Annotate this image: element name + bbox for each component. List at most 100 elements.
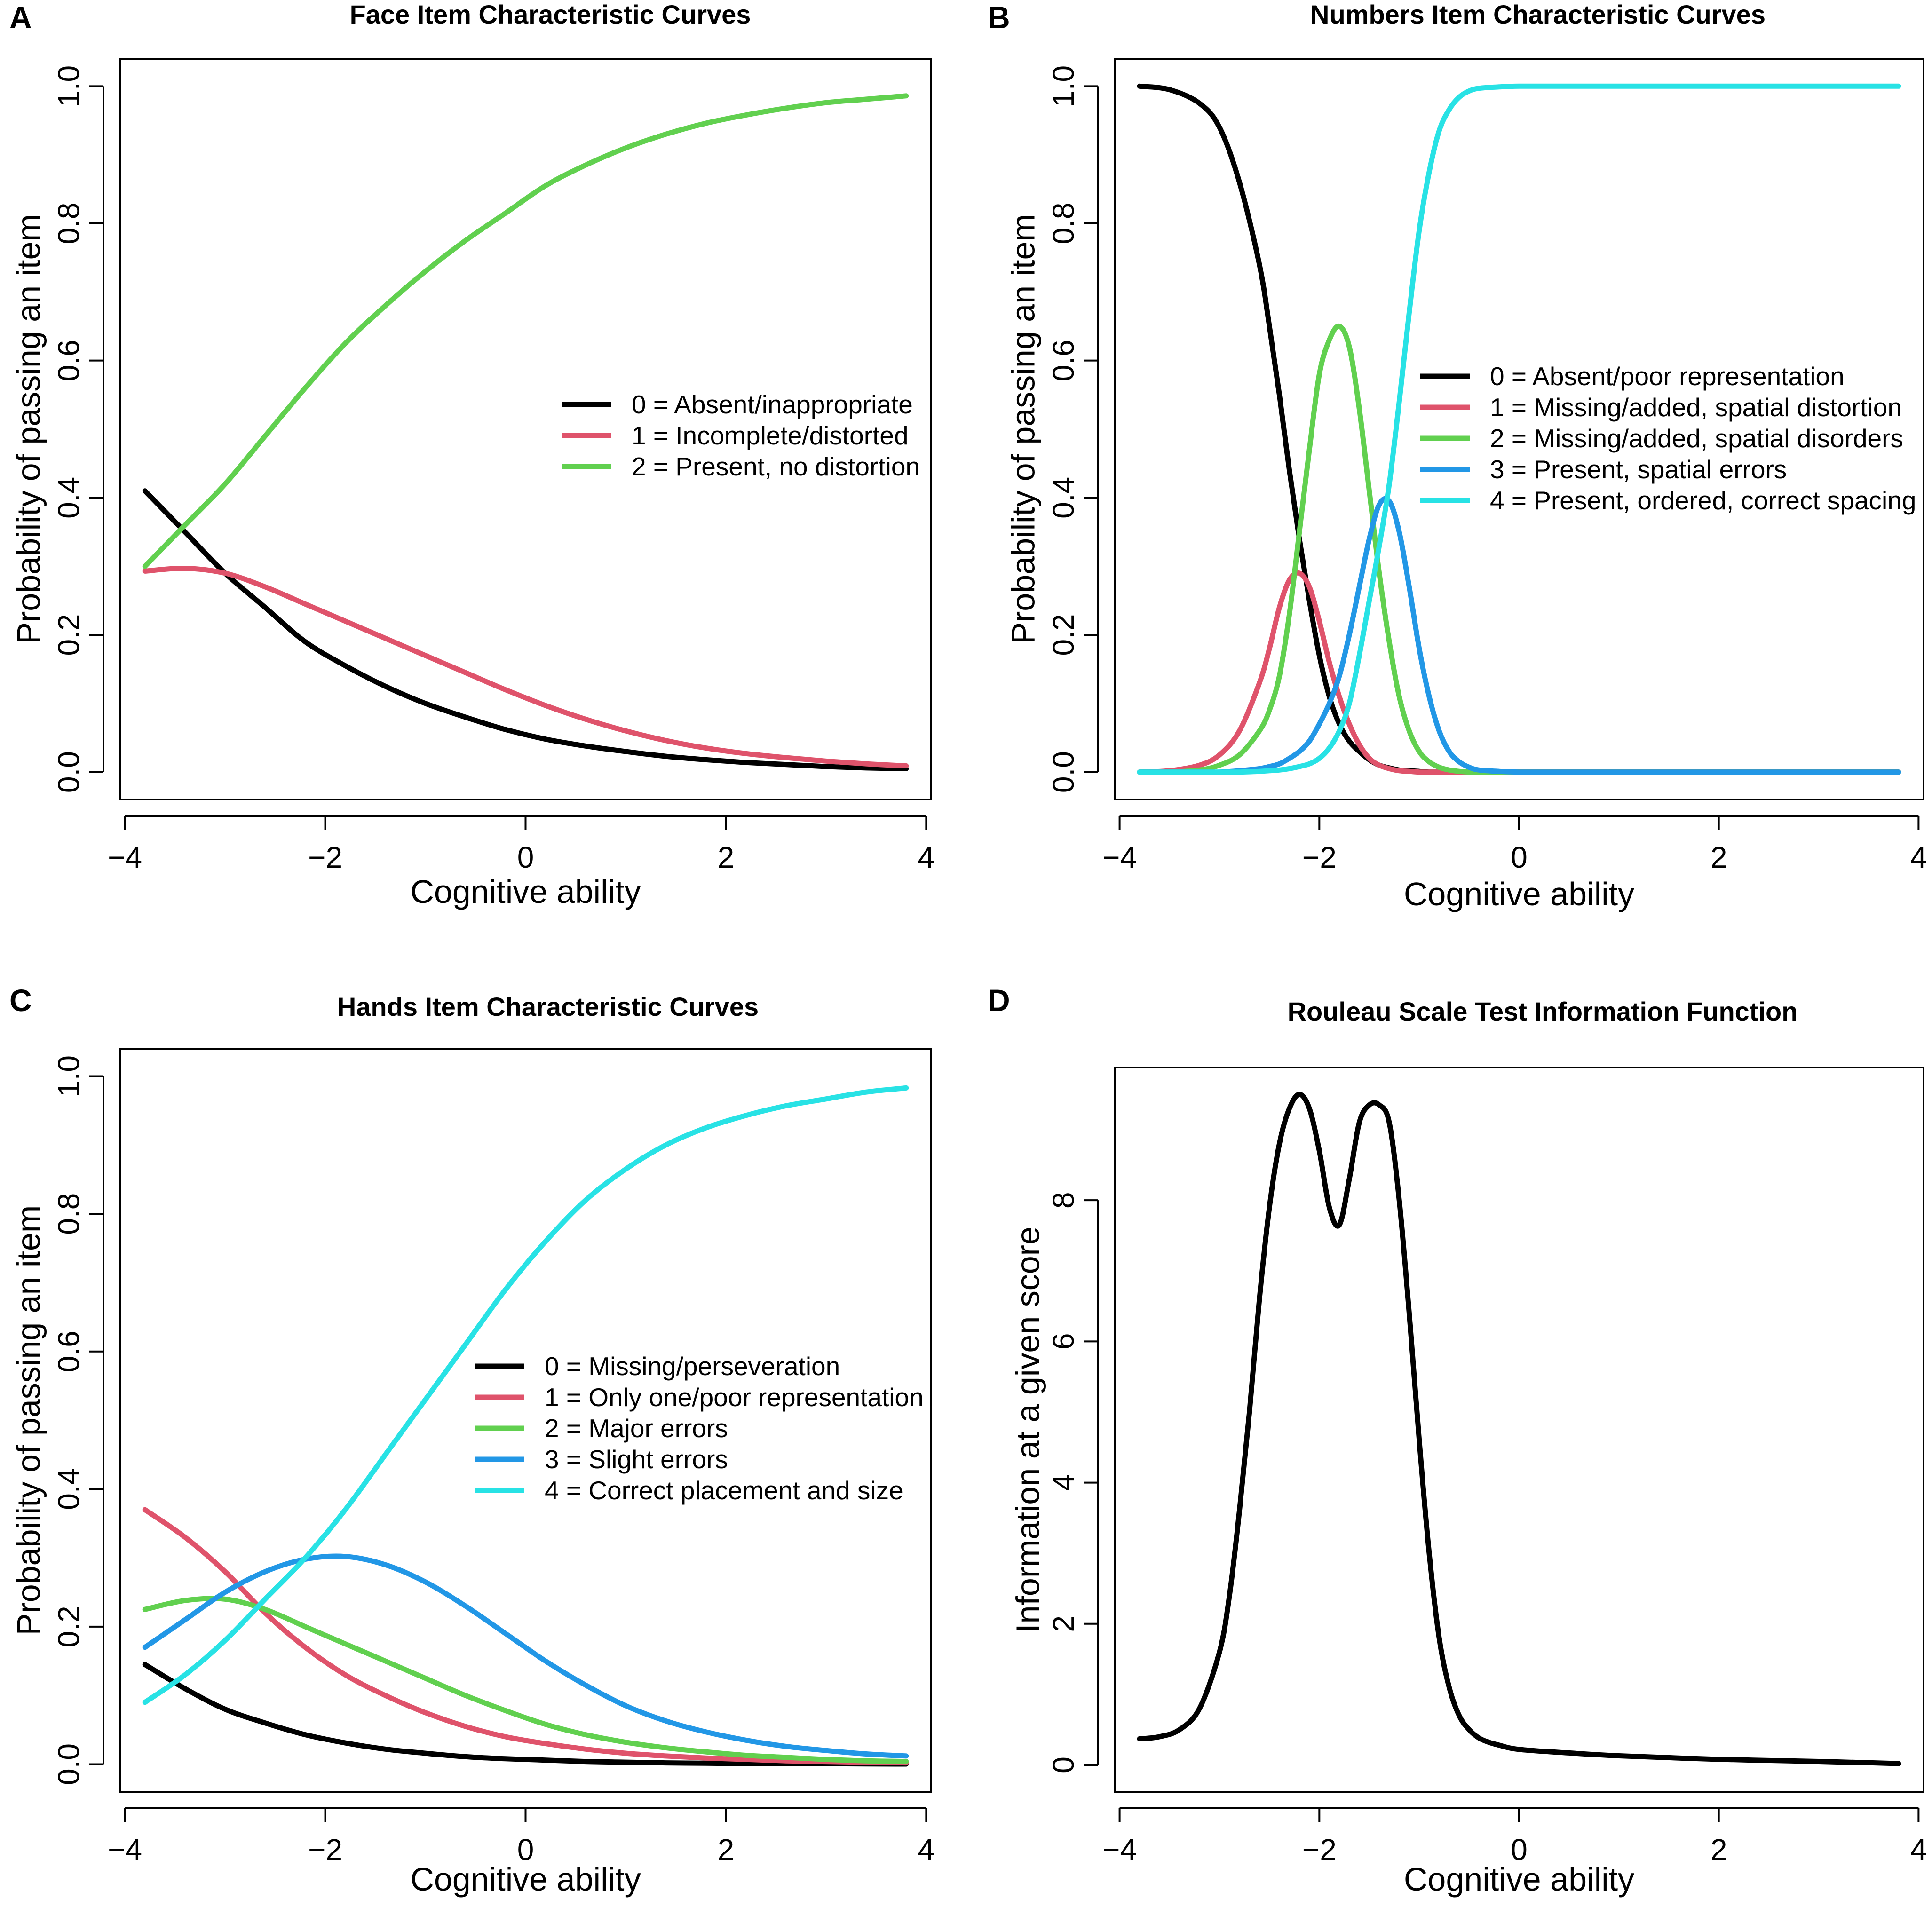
legend-label: 0 = Missing/perseveration	[545, 1352, 840, 1381]
plot-frame	[1114, 58, 1924, 800]
x-axis: −4 −2 0 2 4	[1102, 815, 1927, 874]
y-tick-label: 8	[1046, 1192, 1080, 1209]
y-axis-label: Information at a given score	[1010, 1227, 1046, 1633]
panel-letter: C	[9, 983, 32, 1018]
panel-letter: D	[988, 983, 1010, 1018]
y-tick-label: 0.0	[1046, 751, 1080, 793]
y-tick-label: 0.6	[52, 340, 86, 381]
y-tick-label: 6	[1046, 1333, 1080, 1350]
legend-label: 0 = Absent/inappropriate	[632, 390, 913, 419]
panel-letter: A	[9, 0, 32, 35]
plot-frame	[1114, 1067, 1924, 1793]
legend-label: 1 = Only one/poor representation	[545, 1383, 924, 1412]
y-tick-label: 0	[1046, 1757, 1080, 1773]
y-tick-label: 1.0	[52, 1055, 86, 1097]
y-tick-label: 0.6	[1046, 340, 1080, 381]
y-axis-label: Probability of passing an item	[1005, 214, 1042, 644]
series-line-4	[142, 1085, 909, 1705]
x-tick-label: −4	[1102, 840, 1137, 874]
series-line-0	[142, 1662, 909, 1767]
y-tick-label: 1.0	[52, 65, 86, 107]
x-axis-label: Cognitive ability	[410, 1861, 641, 1898]
x-tick-label: 0	[1511, 840, 1528, 874]
x-axis: −4 −2 0 2 4	[1102, 1807, 1927, 1867]
x-axis: −4 −2 0 2 4	[108, 815, 935, 874]
x-tick-label: −2	[1302, 840, 1337, 874]
y-tick-label: 0.2	[1046, 614, 1080, 656]
legend-label: 4 = Present, ordered, correct spacing	[1490, 486, 1916, 515]
y-tick-label: 0.0	[52, 1743, 86, 1785]
y-tick-label: 1.0	[1046, 65, 1080, 107]
x-axis-label: Cognitive ability	[410, 873, 641, 910]
series-line-1	[142, 1507, 909, 1766]
y-axis-label: Probability of passing an item	[10, 214, 47, 644]
x-tick-label: 0	[517, 840, 534, 874]
plot-frame	[119, 58, 932, 800]
chart-title: Rouleau Scale Test Information Function	[1288, 997, 1798, 1026]
x-tick-label: 4	[918, 840, 935, 874]
x-tick-label: −2	[1302, 1833, 1337, 1867]
legend-label: 2 = Present, no distortion	[632, 452, 920, 481]
chart-title: Face Item Characteristic Curves	[350, 0, 751, 29]
x-tick-label: 0	[1511, 1833, 1528, 1867]
y-tick-label: 0.2	[52, 614, 86, 656]
legend-label: 4 = Correct placement and size	[545, 1476, 903, 1505]
series-line-3	[1137, 496, 1901, 775]
x-axis-label: Cognitive ability	[1404, 1861, 1634, 1898]
y-tick-label: 4	[1046, 1474, 1080, 1491]
series-line-3	[142, 1553, 909, 1759]
y-tick-label: 0.8	[1046, 203, 1080, 245]
legend-label: 2 = Major errors	[545, 1414, 728, 1443]
chart-title: Hands Item Characteristic Curves	[337, 992, 759, 1021]
panel-d: D Rouleau Scale Test Information Function…	[988, 983, 1927, 1898]
series-line-2	[142, 93, 909, 569]
y-axis: 0.0 0.2 0.4 0.6 0.8 1.0	[1046, 65, 1099, 793]
x-tick-label: 2	[1710, 840, 1727, 874]
y-tick-label: 0.6	[52, 1330, 86, 1372]
legend-label: 1 = Missing/added, spatial distortion	[1490, 393, 1902, 422]
y-tick-label: 0.0	[52, 751, 86, 793]
panel-a: A Face Item Characteristic Curves −4 −2 0 2 4 C…	[9, 0, 934, 910]
x-tick-label: 2	[718, 840, 735, 874]
y-axis: 0 2 4 6 8	[1046, 1192, 1099, 1773]
legend-label: 2 = Missing/added, spatial disorders	[1490, 424, 1903, 453]
series-line-4	[1137, 83, 1901, 775]
y-tick-label: 0.4	[52, 1468, 86, 1510]
x-tick-label: 4	[1910, 1833, 1927, 1867]
x-tick-label: 4	[1910, 840, 1927, 874]
x-tick-label: −4	[1102, 1833, 1137, 1867]
panel-b: B Numbers Item Characteristic Curves −4 −2 0…	[988, 0, 1927, 912]
x-tick-label: 2	[1710, 1833, 1727, 1867]
chart-title: Numbers Item Characteristic Curves	[1310, 0, 1766, 29]
x-tick-label: 0	[517, 1833, 534, 1867]
x-axis: −4 −2 0 2 4	[108, 1807, 935, 1867]
y-tick-label: 2	[1046, 1615, 1080, 1632]
series-line-0	[142, 488, 909, 771]
x-tick-label: 4	[918, 1833, 935, 1867]
x-tick-label: −4	[108, 840, 142, 874]
panel-letter: B	[988, 0, 1010, 35]
y-tick-label: 0.2	[52, 1606, 86, 1647]
y-tick-label: 0.4	[52, 477, 86, 519]
legend-label: 3 = Slight errors	[545, 1445, 728, 1474]
legend-label: 0 = Absent/poor representation	[1490, 362, 1845, 391]
y-axis-label: Probability of passing an item	[10, 1205, 47, 1635]
y-tick-label: 0.4	[1046, 477, 1080, 519]
x-tick-label: −4	[108, 1833, 142, 1867]
series-line-2	[142, 1596, 909, 1765]
x-tick-label: −2	[308, 1833, 342, 1867]
panel-c: C Hands Item Characteristic Curves −4 −2 0 2 4…	[9, 983, 934, 1898]
y-axis: 0.0 0.2 0.4 0.6 0.8 1.0	[52, 65, 104, 793]
x-tick-label: 2	[718, 1833, 735, 1867]
x-axis-label: Cognitive ability	[1404, 876, 1634, 912]
legend-label: 1 = Incomplete/distorted	[632, 421, 909, 450]
y-axis: 0.0 0.2 0.4 0.6 0.8 1.0	[52, 1055, 104, 1785]
series-line-1	[142, 565, 909, 768]
x-tick-label: −2	[308, 840, 342, 874]
plot-frame	[119, 1048, 932, 1793]
legend-label: 3 = Present, spatial errors	[1490, 455, 1787, 484]
